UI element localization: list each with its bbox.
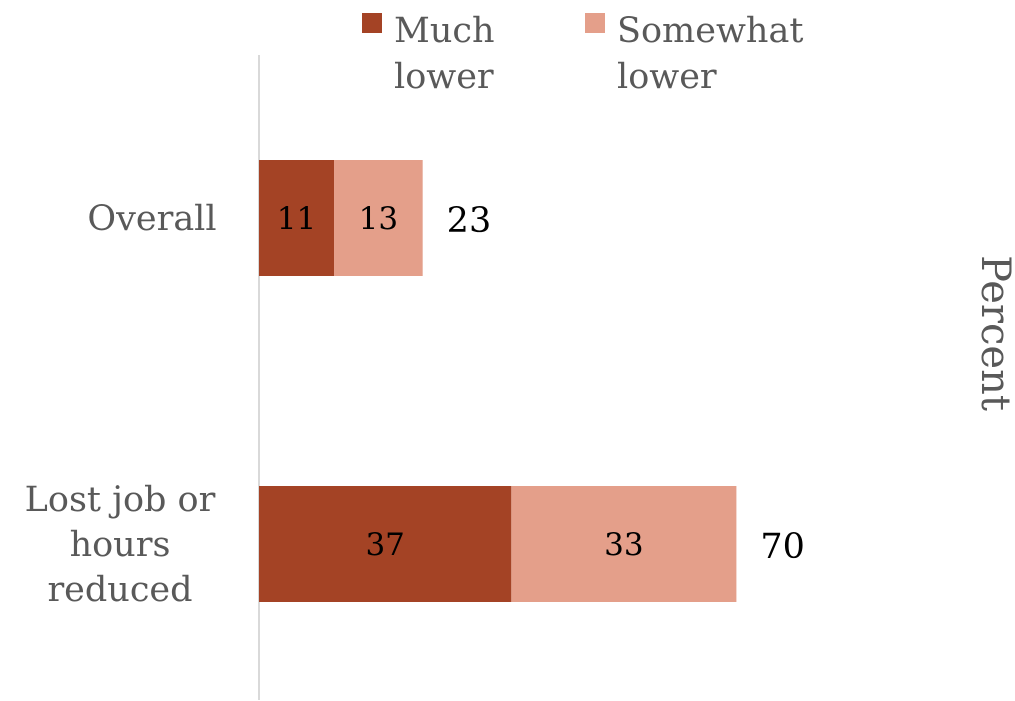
category-label-line: reduced	[47, 570, 192, 610]
legend: Much lower Somewhat lower	[362, 11, 803, 97]
category-label-line: Lost job or	[25, 480, 216, 520]
category-label-2: Lost job or hours reduced	[25, 480, 216, 610]
legend-label-line: Much	[394, 11, 495, 51]
total-label-2: 70	[760, 527, 805, 567]
bar-2-2	[511, 486, 737, 602]
category-label-line: Overall	[87, 199, 216, 239]
data-label-2-1: 37	[365, 527, 404, 563]
legend-label-line: Somewhat	[617, 11, 803, 51]
bar-1-1	[259, 160, 335, 276]
bars	[259, 160, 737, 602]
legend-swatch-1	[362, 13, 382, 33]
legend-label-line: lower	[617, 57, 717, 97]
data-labels: 11 13 37 33	[277, 201, 644, 563]
bar-2-1	[259, 486, 512, 602]
legend-item-1: Much lower	[362, 11, 495, 97]
data-label-1-1: 11	[277, 201, 316, 237]
legend-swatch-2	[585, 13, 605, 33]
legend-item-2: Somewhat lower	[585, 11, 803, 97]
legend-label-line: lower	[394, 57, 494, 97]
category-label-line: hours	[70, 525, 171, 565]
data-label-2-2: 33	[604, 527, 643, 563]
legend-label-2: Somewhat lower	[617, 11, 803, 97]
data-label-1-2: 13	[359, 201, 398, 237]
total-label-1: 23	[447, 201, 492, 241]
y-axis-title: Percent	[972, 255, 1015, 411]
category-labels: Overall Lost job or hours reduced	[25, 199, 217, 610]
bar-1-2	[334, 160, 423, 276]
total-labels: 23 70	[447, 201, 805, 567]
category-label-1: Overall	[87, 199, 216, 239]
legend-label-1: Much lower	[394, 11, 495, 97]
